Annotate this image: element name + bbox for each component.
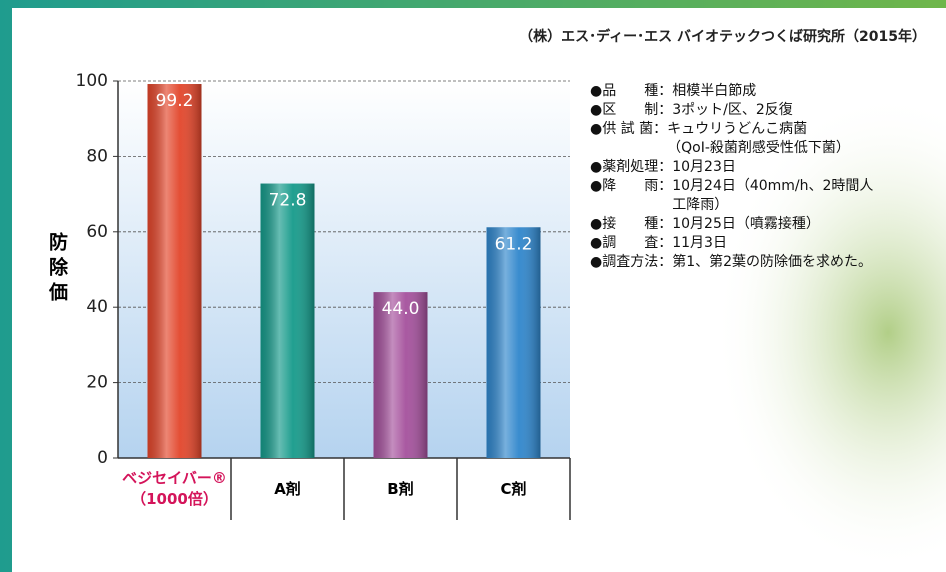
y-tick-label: 100 [76, 71, 108, 91]
note-label: ●薬剤処理： [590, 159, 673, 175]
y-tick-label: 0 [97, 448, 108, 468]
note-text: 第1、第2葉の防除価を求めた。 [672, 254, 873, 270]
note-text: 11月3日 [672, 235, 727, 251]
note: ●薬剤処理： 10月23日 [590, 158, 935, 177]
note-label: ●接 種： [590, 216, 673, 232]
value-label: 61.2 [495, 234, 533, 254]
y-tick-label: 60 [86, 222, 108, 242]
note-label: ●調 査： [590, 235, 673, 251]
source: （株）エス･ディー･エス バイオテックつくば研究所（2015年） [519, 29, 926, 45]
note: ●品 種： 相模半白節成 [590, 82, 935, 101]
value-label: 44.0 [382, 299, 420, 319]
x-tick-label: B剤 [387, 480, 414, 498]
y-tick-label: 80 [86, 146, 108, 166]
x-tick-label: ベジセイバー® （1000倍） [122, 469, 227, 508]
bar-shine [486, 227, 541, 458]
note: ●調査方法： 第1、第2葉の防除価を求めた。 [590, 253, 935, 272]
notes: ●品 種： 相模半白節成 ●区 制： 3ポット/区、2反復 ●供 試 菌： キュウリうどん… [590, 82, 935, 272]
note: ●調 査： 11月3日 [590, 234, 935, 253]
note: ●接 種： 10月25日（噴霧接種） [590, 215, 935, 234]
note-label: ●供 試 菌： [590, 121, 668, 137]
y-tick-label: 40 [86, 297, 108, 317]
note: ●区 制： 3ポット/区、2反復 [590, 101, 935, 120]
note-text: 相模半白節成 [672, 83, 757, 99]
note-label: ●降 雨： [590, 178, 673, 194]
bar-shine [373, 292, 428, 458]
note-label: ●品 種： [590, 83, 673, 99]
note-text: 3ポット/区、2反復 [672, 102, 793, 118]
value-label: 72.8 [269, 191, 307, 211]
note: ●降 雨： 10月24日（40mm/h、2時間人 工降雨） [590, 177, 935, 215]
x-tick-label: A剤 [274, 480, 301, 498]
note-label: ●調査方法： [590, 254, 673, 270]
note-label: ●区 制： [590, 102, 673, 118]
bar-shine [260, 183, 315, 458]
leaf-texture [560, 40, 946, 572]
y-axis-label: 防除価 [46, 232, 68, 307]
note-text: 10月25日（噴霧接種） [672, 216, 820, 232]
note-text: キュウリうどんこ病菌 （QoI-殺菌剤感受性低下菌） [667, 121, 850, 156]
y-tick-label: 20 [86, 373, 108, 393]
value-label: 99.2 [156, 91, 194, 111]
note-text: 10月23日 [672, 159, 736, 175]
x-tick-label: C剤 [500, 480, 527, 498]
note-text: 10月24日（40mm/h、2時間人 工降雨） [672, 178, 874, 213]
note: ●供 試 菌： キュウリうどんこ病菌 （QoI-殺菌剤感受性低下菌） [590, 120, 935, 158]
bar-shine [147, 84, 202, 459]
